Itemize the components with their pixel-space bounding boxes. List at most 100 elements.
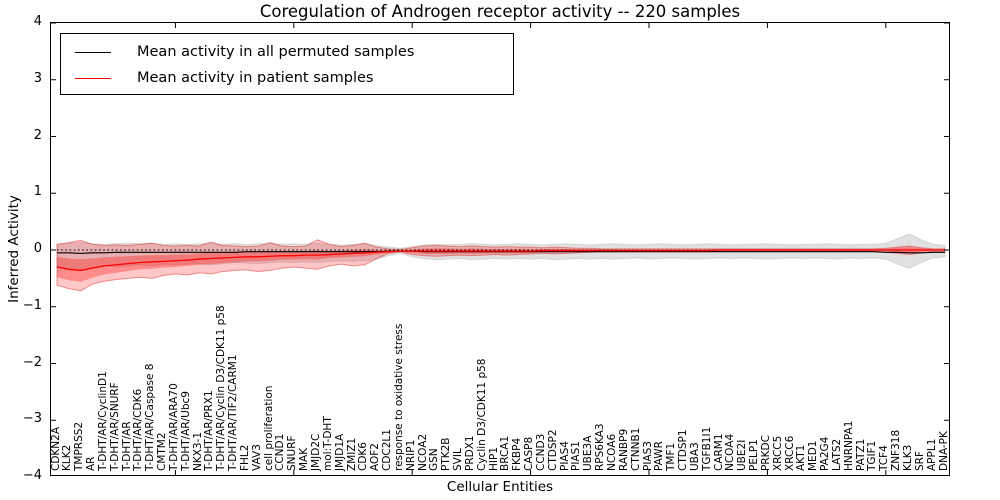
x-category-label: T-DHT/AR/Ubc9 <box>179 391 192 471</box>
x-category-label: CDKN2A <box>49 426 62 471</box>
x-category-label: HNRNPA1 <box>842 420 855 471</box>
x-category-label: PAWR <box>653 441 666 471</box>
x-category-label: NCOA2 <box>416 433 429 471</box>
x-axis-label: Cellular Entities <box>446 479 554 495</box>
x-category-label: FKBP4 <box>511 437 524 471</box>
x-category-label: TGIF1 <box>866 440 879 471</box>
x-category-label: CTDSP2 <box>546 429 559 471</box>
x-category-label: NRIP1 <box>404 439 417 471</box>
x-category-label: NCOA4 <box>724 433 737 471</box>
patient-line-sample <box>75 77 111 79</box>
x-category-label: KLK2 <box>61 444 74 471</box>
x-category-label: TGFB1I1 <box>700 426 713 471</box>
x-category-label: SVIL <box>452 448 465 471</box>
x-category-label: PATZ1 <box>854 438 867 471</box>
x-category-label: PIAS4 <box>558 441 571 471</box>
patient-mean-line <box>56 249 945 272</box>
legend-label: Mean activity in all permuted samples <box>137 44 415 60</box>
plot-canvas <box>51 23 949 475</box>
x-category-label: PELP1 <box>748 439 761 471</box>
x-category-label: UBA3 <box>688 442 701 471</box>
x-category-label: XRCC5 <box>771 435 784 471</box>
y-tick-label: −2 <box>22 354 42 370</box>
x-category-label: Cyclin D3/CDK11 p58 <box>475 358 488 471</box>
x-category-label: NCOA6 <box>605 433 618 471</box>
y-tick-label: −4 <box>22 468 42 483</box>
x-category-label: MAK <box>298 447 311 471</box>
legend-label: Mean activity in patient samples <box>137 70 374 86</box>
x-category-label: T-DHT/AR/SNURF <box>108 382 121 471</box>
x-category-label: CARM1 <box>712 433 725 471</box>
x-category-label: T-DHT/AR/ARA70 <box>167 383 180 471</box>
x-category-label: KLK3 <box>901 444 914 471</box>
x-category-label: JMJD1A <box>333 433 346 471</box>
permuted-line-sample <box>75 51 111 53</box>
x-category-label: MED1 <box>807 440 820 471</box>
y-tick-label: 2 <box>33 127 42 143</box>
x-category-label: NKX3-1 <box>191 431 204 471</box>
x-category-label: AOF2 <box>369 443 382 471</box>
x-category-label: SRF <box>913 450 926 471</box>
y-tick-label: −1 <box>22 297 42 313</box>
x-category-label: APPL1 <box>925 438 938 471</box>
x-category-label: CASP8 <box>523 436 536 471</box>
chart-title: Coregulation of Androgen receptor activi… <box>259 2 741 21</box>
x-category-label: DNA-PK <box>937 431 950 471</box>
y-tick-label: 4 <box>33 14 42 29</box>
x-category-label: BRCA1 <box>499 435 512 471</box>
x-category-label: CDK6 <box>357 442 370 471</box>
x-category-label: PRKDC <box>759 435 772 471</box>
x-category-label: AR <box>85 456 98 471</box>
x-category-label: UBE3A <box>582 435 595 471</box>
x-category-label: SNURF <box>286 435 299 471</box>
x-category-label: HIP1 <box>487 446 500 471</box>
x-category-label: VAV3 <box>250 444 263 471</box>
y-tick-label: −3 <box>22 411 42 427</box>
x-category-label: RPS6KA3 <box>594 423 607 471</box>
x-category-label: CCND1 <box>274 433 287 471</box>
x-category-label: JMJD2C <box>309 433 322 471</box>
x-category-label: PIAS1 <box>570 441 583 471</box>
y-tick-label: 1 <box>33 184 42 200</box>
x-category-label: UBE2I <box>736 439 749 471</box>
legend-item-patient: Mean activity in patient samples <box>75 65 513 91</box>
x-category-label: AKT1 <box>795 444 808 471</box>
x-category-label: TMF1 <box>665 442 678 471</box>
x-category-label: TCF4 <box>878 445 891 471</box>
x-category-label: TMPRSS2 <box>73 421 86 471</box>
patient-std-band <box>56 239 946 292</box>
x-category-label: T-DHT/AR/CyclinD1 <box>96 371 109 471</box>
x-category-label: RANBP9 <box>617 428 630 471</box>
x-category-label: ZNF318 <box>890 429 903 471</box>
x-category-label: T-DHT/AR/Caspase 8 <box>144 363 157 471</box>
x-category-label: PRDX1 <box>463 435 476 471</box>
x-category-label: CDC2L1 <box>381 429 394 471</box>
x-category-label: XRCC6 <box>783 435 796 471</box>
x-category-label: T-DHT/AR/CDK6 <box>132 388 145 471</box>
plot-area <box>50 22 950 476</box>
x-category-label: CCND3 <box>534 433 547 471</box>
x-category-label: PTK2B <box>440 437 453 471</box>
legend: Mean activity in all permuted samples Me… <box>60 33 514 95</box>
x-category-label: FHL2 <box>238 444 251 471</box>
x-category-label: T-DHT/AR/Cyclin D3/CDK11 p58 <box>215 305 228 471</box>
x-category-label: GSN <box>428 448 441 471</box>
x-category-label: CMTM2 <box>156 432 169 471</box>
x-category-label: cell proliferation <box>262 385 275 471</box>
x-category-label: PIAS3 <box>641 441 654 471</box>
x-category-label: T-DHT/AR/PRX1 <box>203 390 216 471</box>
x-category-label: CTNNB1 <box>629 427 642 471</box>
x-category-label: PA2G4 <box>819 436 832 471</box>
x-category-label: mol:T-DHT <box>321 416 334 471</box>
x-category-label: T-DHT/AR <box>120 421 133 471</box>
legend-item-permuted: Mean activity in all permuted samples <box>75 39 513 65</box>
x-category-label: ZMIZ1 <box>345 437 358 471</box>
y-tick-label: 0 <box>33 241 42 256</box>
x-category-label: T-DHT/AR/TIF2/CARM1 <box>227 354 240 471</box>
y-axis-label: Inferred Activity <box>6 195 22 303</box>
x-category-label: LATS2 <box>830 438 843 471</box>
x-category-label: CTDSP1 <box>677 429 690 471</box>
x-category-label: response to oxidative stress <box>392 323 405 471</box>
y-tick-label: 3 <box>33 70 42 86</box>
